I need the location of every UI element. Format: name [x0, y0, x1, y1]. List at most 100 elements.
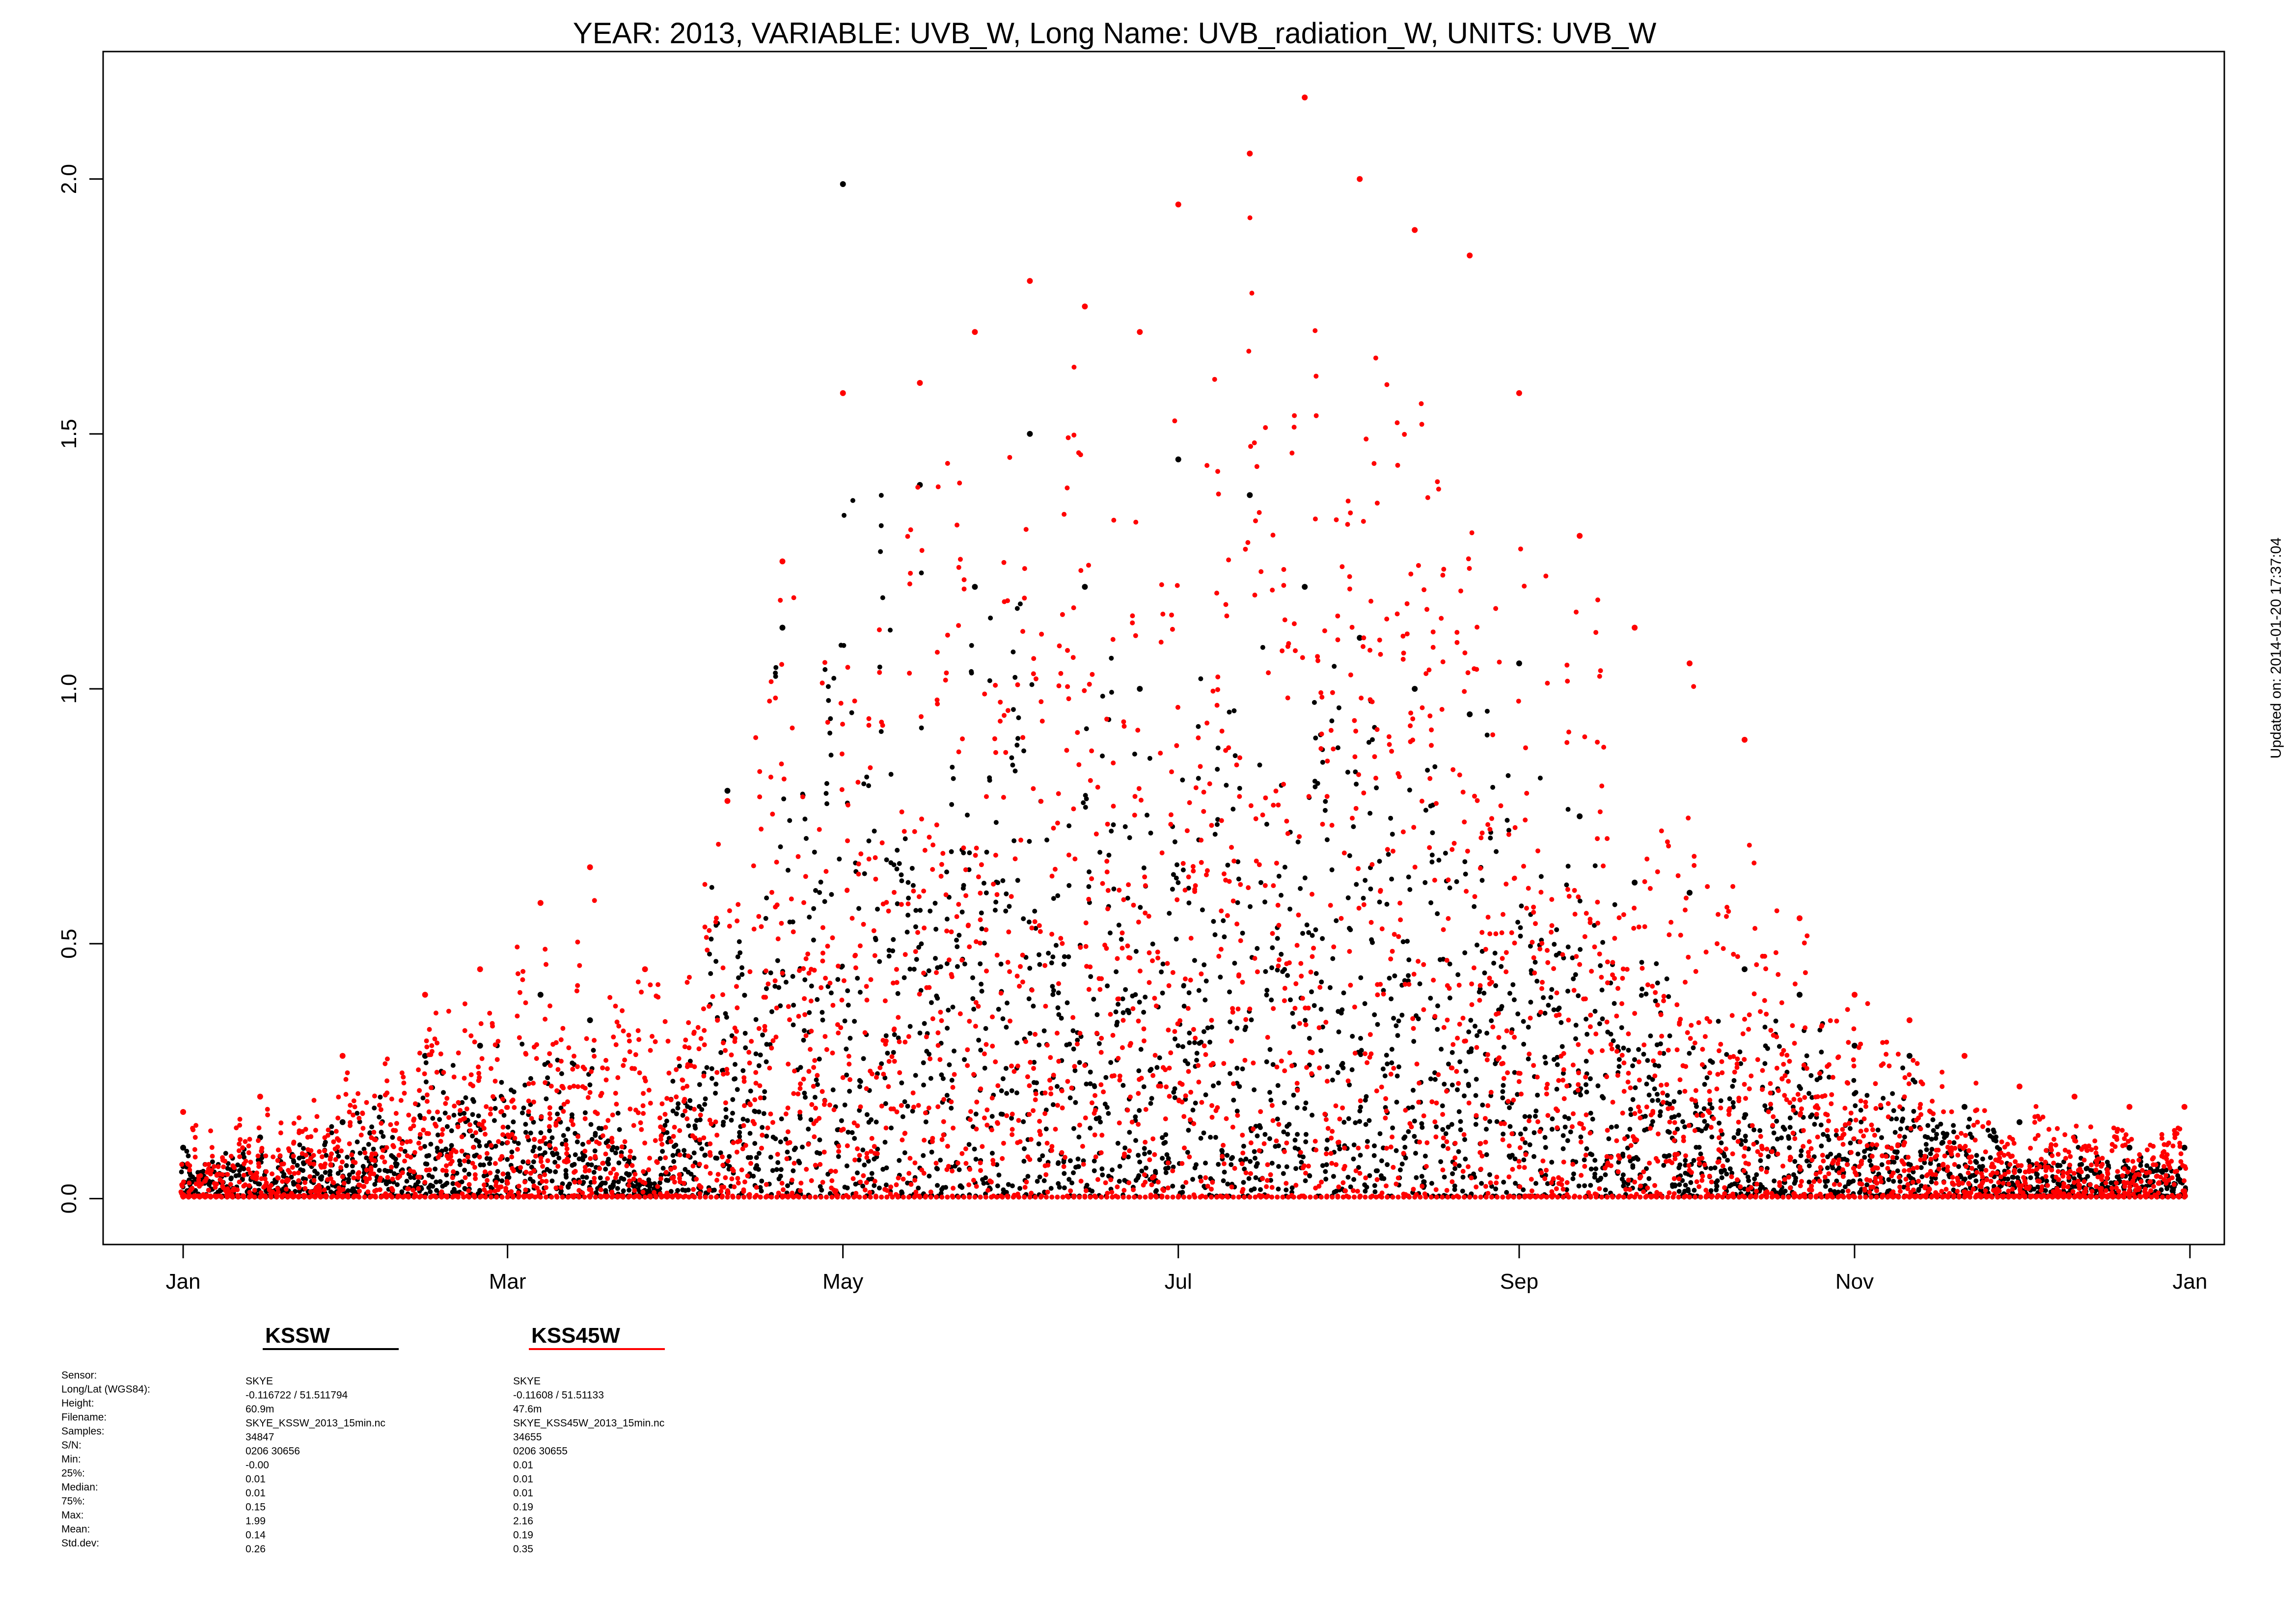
data-point [1501, 1083, 1506, 1088]
data-point [274, 1194, 279, 1200]
data-point [772, 984, 778, 989]
data-point [492, 1079, 498, 1084]
data-point [1202, 962, 1207, 968]
data-point [1215, 817, 1220, 822]
data-point [1593, 1166, 1599, 1171]
data-point [468, 1033, 474, 1038]
data-point [1350, 1033, 1355, 1039]
data-point-peak [1082, 584, 1088, 590]
data-point [959, 1185, 965, 1190]
data-point [1737, 1049, 1743, 1055]
data-point [476, 1071, 482, 1076]
data-point [1738, 1061, 1744, 1066]
data-point [1363, 1189, 1368, 1194]
data-point [1282, 865, 1287, 870]
data-point [1329, 718, 1335, 724]
data-point [360, 1111, 365, 1116]
data-point [895, 991, 901, 996]
data-point [402, 1159, 407, 1164]
data-point [426, 1109, 432, 1114]
data-point [477, 1194, 483, 1200]
data-point [1125, 1154, 1131, 1160]
data-point [638, 1120, 643, 1125]
data-point [1582, 1157, 1587, 1163]
data-point [1743, 1112, 1749, 1117]
data-point [1484, 1152, 1489, 1157]
data-point [776, 985, 782, 990]
data-point [1088, 974, 1093, 979]
data-point [2010, 1174, 2015, 1180]
data-point [417, 1174, 422, 1180]
data-point [353, 1160, 358, 1165]
data-point [1654, 961, 1659, 966]
data-point [1980, 1164, 1985, 1169]
data-point [328, 1162, 333, 1167]
data-point [1032, 909, 1038, 914]
data-point [528, 1130, 533, 1136]
data-point [1231, 1097, 1236, 1103]
data-point [319, 1154, 325, 1160]
data-point [773, 1136, 778, 1141]
data-point [328, 1155, 333, 1160]
data-point [335, 1136, 340, 1141]
data-point [441, 1090, 446, 1095]
data-point [1542, 1055, 1548, 1060]
data-point [427, 1027, 432, 1032]
data-point [587, 1194, 593, 1200]
data-point [1136, 1068, 1142, 1074]
data-point [670, 1079, 676, 1084]
data-point [1407, 787, 1412, 793]
data-point [487, 1156, 492, 1162]
data-point [1541, 995, 1546, 1001]
data-point [1160, 990, 1165, 996]
data-point [1538, 874, 1544, 879]
data-point [184, 1149, 190, 1154]
data-point [1298, 886, 1303, 891]
data-point [1630, 1164, 1636, 1170]
data-point [521, 1194, 527, 1200]
data-point [576, 1156, 582, 1162]
data-point [1340, 1061, 1345, 1066]
data-point [1228, 1071, 1232, 1076]
data-point [899, 1080, 904, 1085]
data-point [1833, 1133, 1839, 1138]
data-point [1456, 1109, 1462, 1114]
data-point [2015, 1175, 2020, 1180]
data-point [1848, 1140, 1853, 1146]
data-point [905, 880, 911, 885]
data-point [614, 1145, 620, 1151]
data-point [1387, 975, 1392, 981]
data-point [852, 1019, 857, 1024]
data-point [670, 1109, 676, 1113]
data-point [1537, 775, 1543, 781]
data-point [1751, 1127, 1757, 1133]
data-point [1584, 1058, 1589, 1064]
data-point [1592, 1171, 1598, 1177]
data-point [547, 1111, 552, 1116]
data-point [593, 1154, 598, 1159]
data-point-peak [339, 1119, 346, 1125]
data-point [1356, 1165, 1361, 1170]
data-point [1069, 1180, 1074, 1186]
data-point [466, 1171, 472, 1177]
data-point [1434, 1124, 1439, 1130]
data-point [311, 1098, 317, 1103]
data-point-peak [1247, 492, 1253, 498]
data-point [483, 1194, 488, 1200]
data-point [1500, 1095, 1505, 1101]
data-point [1727, 1096, 1732, 1102]
data-point [592, 1038, 597, 1043]
data-point [598, 1175, 603, 1181]
data-point [1027, 966, 1033, 971]
data-point [1255, 1161, 1260, 1166]
data-point [519, 1110, 525, 1115]
data-point [1056, 1160, 1061, 1165]
data-point [223, 1151, 228, 1156]
data-point [1100, 1172, 1105, 1178]
data-point [1212, 832, 1218, 837]
data-point [673, 1142, 679, 1148]
data-point [1466, 1029, 1472, 1034]
data-point [828, 753, 834, 758]
data-point [1565, 944, 1571, 949]
data-point [916, 945, 922, 950]
